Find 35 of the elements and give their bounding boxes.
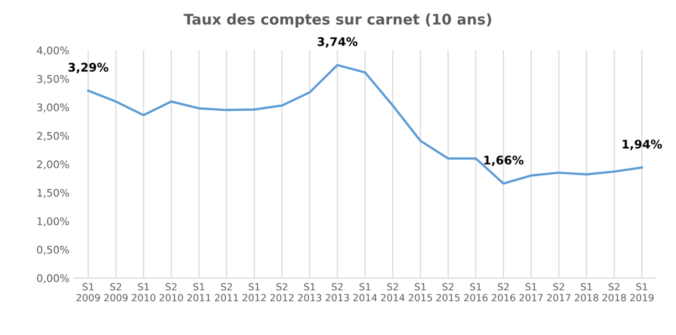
x-tick-label: S1 2019: [630, 283, 654, 302]
x-tick-label: S2 2009: [104, 283, 128, 302]
data-label: 1,66%: [484, 156, 524, 166]
x-tick-label: S1 2017: [519, 283, 543, 302]
y-tick-label: 3,00%: [37, 103, 69, 112]
x-tick-label: S1 2010: [132, 283, 156, 302]
x-tick-label: S2 2017: [547, 283, 570, 302]
y-tick-label: 0,00%: [37, 274, 69, 284]
y-tick-label: 2,00%: [37, 160, 69, 170]
x-tick-label: S2 2014: [381, 283, 405, 302]
x-tick-label: S1 2009: [76, 283, 100, 302]
data-label: 3,74%: [318, 37, 358, 48]
x-tick-label: S2 2012: [270, 283, 294, 302]
x-tick-label: S2 2013: [326, 283, 349, 302]
data-label: 1,94%: [622, 140, 662, 150]
x-tick-label: S2 2010: [160, 283, 183, 302]
x-tick-label: S2 2015: [436, 283, 460, 302]
x-tick-label: S2 2011: [214, 283, 238, 302]
data-label: 3,29%: [68, 62, 108, 74]
chart-title: Taux des comptes sur carnet (10 ans): [184, 13, 492, 28]
y-tick-label: 0,50%: [37, 246, 69, 255]
x-tick-label: S1 2011: [187, 283, 210, 302]
x-tick-label: S2 2016: [492, 283, 516, 302]
x-tick-label: S1 2015: [408, 283, 432, 302]
x-tick-label: S1 2012: [242, 283, 266, 302]
y-tick-label: 1,00%: [38, 217, 69, 226]
y-tick-label: 3,50%: [37, 74, 69, 84]
x-tick-label: S1 2013: [298, 283, 322, 302]
x-tick-label: S1 2014: [353, 283, 377, 302]
x-tick-label: S1 2018: [574, 283, 598, 302]
x-tick-label: S1 2016: [464, 283, 488, 302]
y-tick-label: 2,50%: [37, 132, 69, 141]
x-tick-label: S2 2018: [602, 283, 626, 302]
y-tick-label: 4,00%: [36, 46, 69, 56]
y-tick-label: 1,50%: [38, 188, 69, 198]
